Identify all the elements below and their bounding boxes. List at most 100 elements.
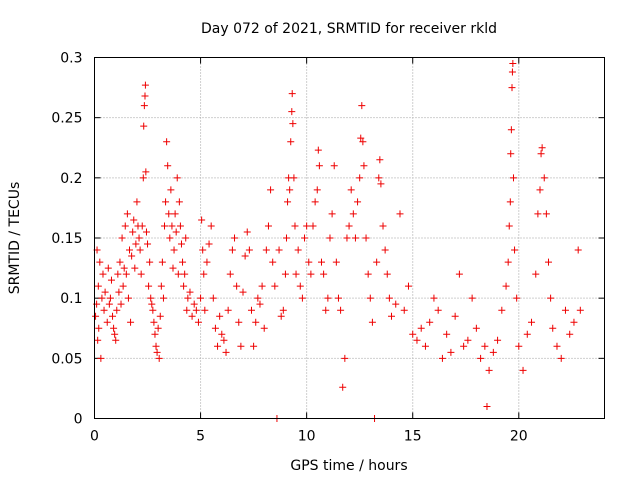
data-point xyxy=(109,312,117,320)
data-point xyxy=(136,246,144,254)
data-point xyxy=(381,246,389,254)
data-point xyxy=(245,246,253,254)
data-point xyxy=(100,306,108,314)
data-point xyxy=(385,294,393,302)
data-point xyxy=(472,324,480,332)
data-point xyxy=(288,90,296,98)
data-point xyxy=(180,282,188,290)
data-point xyxy=(155,354,163,362)
data-point xyxy=(176,222,184,230)
data-point xyxy=(101,288,109,296)
data-point xyxy=(94,336,102,344)
data-point xyxy=(271,282,279,290)
data-point xyxy=(111,330,119,338)
data-point xyxy=(434,306,442,314)
y-tick-label: 0.3 xyxy=(60,51,82,67)
data-point xyxy=(494,336,502,344)
data-point xyxy=(356,174,364,182)
data-point xyxy=(218,330,226,338)
data-point xyxy=(150,318,158,326)
data-point xyxy=(566,330,574,338)
data-point xyxy=(97,354,105,362)
data-point xyxy=(118,234,126,242)
data-point xyxy=(138,222,146,230)
data-point xyxy=(282,234,290,242)
data-point xyxy=(157,282,165,290)
data-point xyxy=(264,222,272,230)
data-point xyxy=(142,228,150,236)
data-point xyxy=(139,174,147,182)
data-point xyxy=(135,234,143,242)
data-point xyxy=(315,162,323,170)
data-point xyxy=(392,300,400,308)
data-point xyxy=(421,342,429,350)
data-point xyxy=(142,168,150,176)
data-point xyxy=(121,222,129,230)
data-point xyxy=(146,258,154,266)
data-point xyxy=(233,282,241,290)
data-point xyxy=(177,240,185,248)
data-point xyxy=(258,282,266,290)
data-point xyxy=(237,342,245,350)
data-point xyxy=(332,258,340,266)
data-point xyxy=(447,348,455,356)
data-point xyxy=(509,174,517,182)
data-point xyxy=(201,306,209,314)
data-point xyxy=(305,258,313,266)
data-point xyxy=(536,186,544,194)
data-point xyxy=(184,294,192,302)
data-point xyxy=(141,92,149,100)
data-point xyxy=(379,222,387,230)
data-point xyxy=(468,294,476,302)
data-point xyxy=(112,336,120,344)
data-point xyxy=(277,312,285,320)
data-point xyxy=(252,318,260,326)
data-point xyxy=(303,222,311,230)
data-point xyxy=(507,126,515,134)
data-point xyxy=(279,306,287,314)
data-point xyxy=(341,354,349,362)
y-tick-label: 0.2 xyxy=(60,171,82,187)
x-tick-label: 5 xyxy=(196,429,205,445)
data-point xyxy=(174,270,182,278)
data-point xyxy=(209,294,217,302)
data-point xyxy=(120,264,128,272)
data-point xyxy=(262,246,270,254)
data-point xyxy=(243,228,251,236)
data-point xyxy=(334,294,342,302)
data-point xyxy=(375,174,383,182)
data-point xyxy=(158,258,166,266)
data-point xyxy=(181,270,189,278)
data-point xyxy=(190,300,198,308)
y-tick-label: 0.25 xyxy=(51,111,82,127)
data-point xyxy=(156,312,164,320)
data-point xyxy=(199,246,207,254)
data-point xyxy=(119,282,127,290)
data-point xyxy=(413,336,421,344)
data-point xyxy=(137,270,145,278)
data-point xyxy=(287,138,295,146)
data-point xyxy=(214,342,222,350)
y-tick-label: 0.15 xyxy=(51,231,82,247)
data-point xyxy=(504,258,512,266)
data-point xyxy=(557,354,565,362)
data-point xyxy=(247,306,255,314)
data-point xyxy=(544,258,552,266)
data-point xyxy=(345,222,353,230)
data-point xyxy=(508,84,516,92)
data-point xyxy=(107,276,115,284)
data-point xyxy=(149,306,157,314)
data-point xyxy=(347,186,355,194)
data-point xyxy=(357,134,365,142)
data-point xyxy=(116,258,124,266)
data-point xyxy=(128,252,136,260)
data-point xyxy=(152,342,160,350)
data-point xyxy=(129,228,137,236)
data-point xyxy=(200,270,208,278)
data-point xyxy=(289,120,297,128)
data-point xyxy=(167,186,175,194)
data-point xyxy=(231,234,239,242)
data-point xyxy=(203,258,211,266)
data-point xyxy=(183,306,191,314)
data-point xyxy=(292,270,300,278)
